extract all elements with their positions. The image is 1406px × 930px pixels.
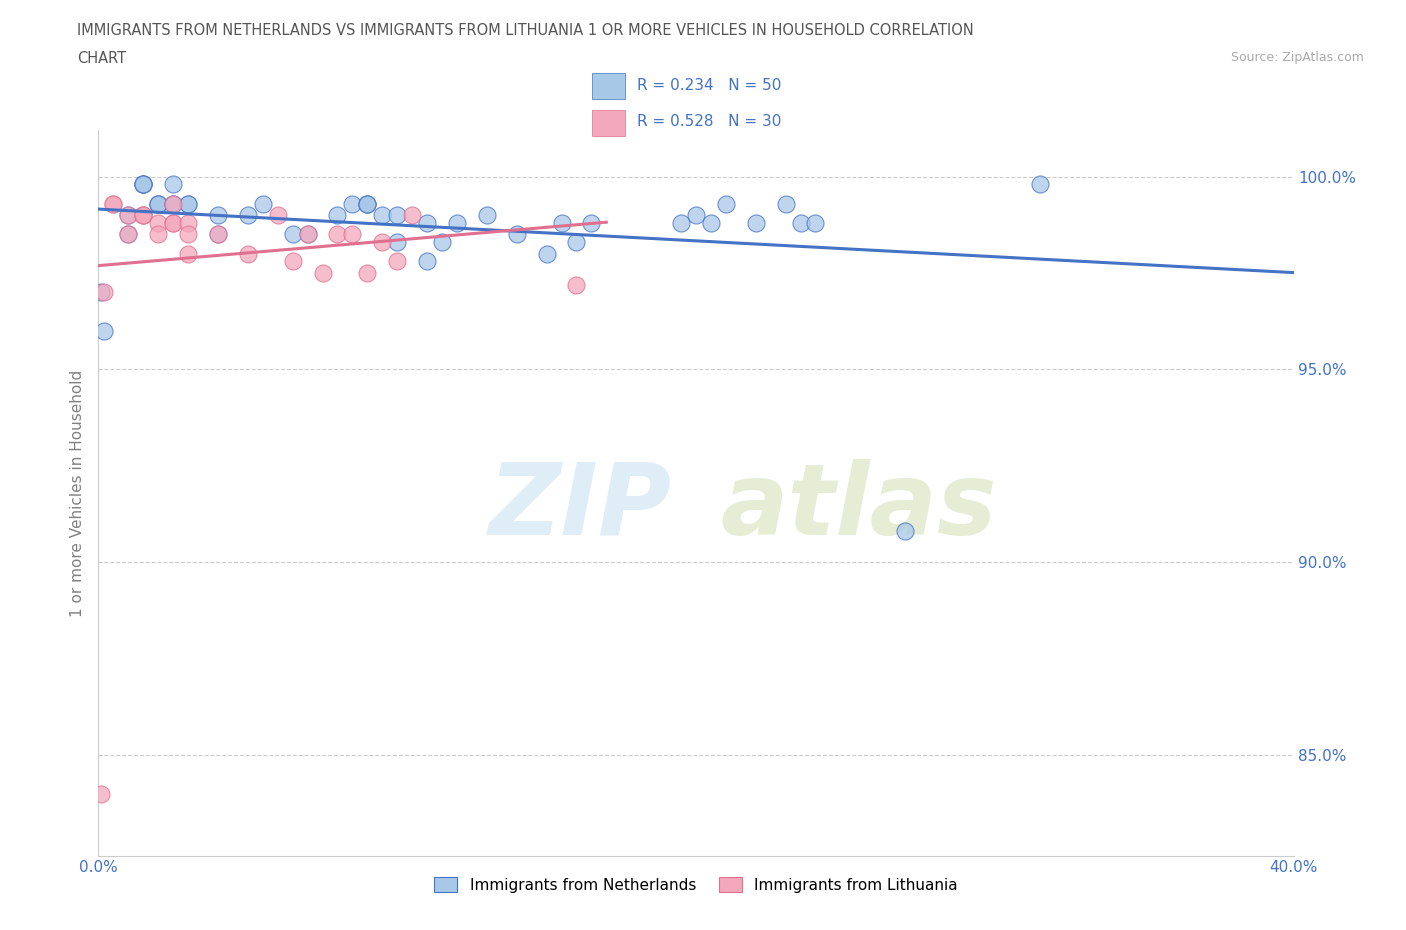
Point (90, 285, 112, 299)
Point (669, 216, 692, 231)
Point (385, 234, 409, 249)
Text: CHART: CHART (77, 51, 127, 66)
Point (132, 177, 155, 192)
Point (356, 196, 378, 211)
Point (267, 207, 290, 222)
Point (775, 196, 797, 211)
Point (356, 196, 378, 211)
Point (148, 196, 170, 211)
Text: atlas: atlas (720, 458, 997, 556)
Point (132, 207, 155, 222)
Point (385, 207, 409, 222)
Text: R = 0.528   N = 30: R = 0.528 N = 30 (637, 113, 780, 128)
Point (132, 177, 155, 192)
Point (132, 177, 155, 192)
Point (162, 196, 184, 211)
Point (416, 254, 439, 269)
Point (132, 177, 155, 192)
Point (446, 216, 468, 231)
Point (342, 196, 364, 211)
Point (103, 196, 125, 211)
Point (132, 207, 155, 222)
Point (430, 234, 453, 249)
Point (207, 207, 229, 222)
Point (371, 234, 394, 249)
Point (162, 177, 184, 192)
Point (148, 216, 170, 231)
Point (356, 196, 378, 211)
Point (297, 227, 319, 242)
Point (236, 207, 259, 222)
Point (177, 196, 200, 211)
Point (236, 246, 259, 261)
Point (177, 196, 200, 211)
Point (177, 227, 200, 242)
Point (93, 285, 115, 299)
Point (700, 216, 723, 231)
Point (536, 246, 558, 261)
Text: Source: ZipAtlas.com: Source: ZipAtlas.com (1230, 51, 1364, 64)
Point (311, 266, 333, 281)
Point (162, 216, 184, 231)
Point (475, 207, 498, 222)
Point (326, 227, 349, 242)
Point (117, 207, 139, 222)
Text: IMMIGRANTS FROM NETHERLANDS VS IMMIGRANTS FROM LITHUANIA 1 OR MORE VEHICLES IN H: IMMIGRANTS FROM NETHERLANDS VS IMMIGRANT… (77, 23, 974, 38)
Point (565, 234, 588, 249)
Y-axis label: 1 or more Vehicles in Household: 1 or more Vehicles in Household (69, 369, 84, 617)
Point (162, 216, 184, 231)
FancyBboxPatch shape (592, 73, 624, 100)
Point (162, 196, 184, 211)
Point (385, 254, 409, 269)
Point (581, 216, 603, 231)
Point (714, 196, 737, 211)
Text: ZIP: ZIP (489, 458, 672, 556)
Text: R = 0.234   N = 50: R = 0.234 N = 50 (637, 78, 780, 93)
Point (117, 227, 139, 242)
Point (281, 254, 304, 269)
Point (148, 196, 170, 211)
FancyBboxPatch shape (592, 110, 624, 136)
Point (281, 227, 304, 242)
Point (93, 324, 115, 339)
Point (117, 227, 139, 242)
Point (804, 216, 827, 231)
Point (506, 227, 529, 242)
Point (894, 524, 917, 538)
Point (103, 196, 125, 211)
Point (416, 216, 439, 231)
Point (207, 227, 229, 242)
Point (371, 207, 394, 222)
Legend: Immigrants from Netherlands, Immigrants from Lithuania: Immigrants from Netherlands, Immigrants … (429, 870, 963, 898)
Point (297, 227, 319, 242)
Point (162, 196, 184, 211)
Point (342, 227, 364, 242)
Point (326, 207, 349, 222)
Point (132, 207, 155, 222)
Point (177, 246, 200, 261)
Point (148, 196, 170, 211)
Point (148, 227, 170, 242)
Point (401, 207, 423, 222)
Point (745, 216, 768, 231)
Point (685, 207, 707, 222)
Point (117, 207, 139, 222)
Point (177, 216, 200, 231)
Point (90, 787, 112, 802)
Point (1028, 177, 1050, 192)
Point (789, 216, 811, 231)
Point (252, 196, 274, 211)
Point (550, 216, 572, 231)
Point (356, 266, 378, 281)
Point (565, 277, 588, 292)
Point (207, 227, 229, 242)
